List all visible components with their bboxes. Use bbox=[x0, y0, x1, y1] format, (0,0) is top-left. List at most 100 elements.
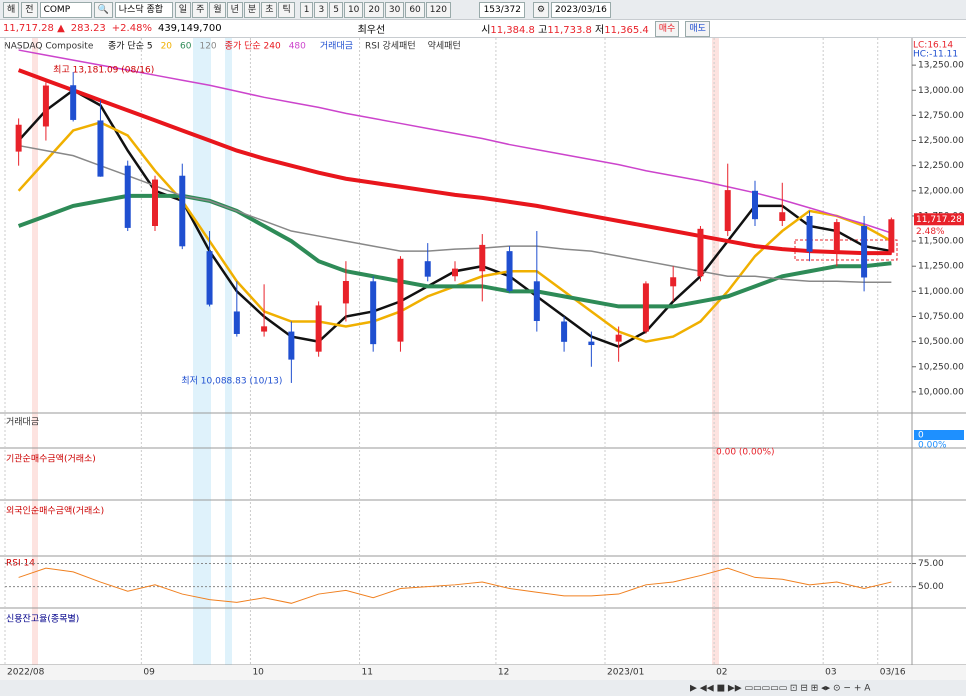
interval-button[interactable]: 10 bbox=[343, 1, 364, 18]
highlight bbox=[712, 38, 719, 665]
period-button[interactable]: 일 bbox=[174, 1, 192, 18]
high: 11,733.8 bbox=[547, 25, 592, 36]
candle-body bbox=[861, 226, 868, 278]
legend-title: NASDAQ Composite bbox=[4, 42, 94, 52]
market-button[interactable]: 해 bbox=[3, 1, 20, 18]
highlight bbox=[193, 38, 211, 665]
interval-button[interactable]: 30 bbox=[384, 1, 405, 18]
legend-entry: 60 bbox=[180, 42, 192, 52]
y-tick-label: 10,000.00 bbox=[918, 387, 964, 397]
arrow: ▲ bbox=[57, 23, 65, 34]
candle-body bbox=[15, 124, 22, 152]
x-tick-label: 2023/01 bbox=[607, 668, 644, 678]
period-button[interactable]: 월 bbox=[209, 1, 226, 18]
period-button[interactable]: 분 bbox=[243, 1, 261, 18]
y-tick-label: 10,750.00 bbox=[918, 312, 964, 322]
candle-body bbox=[233, 311, 240, 334]
pattern-box bbox=[794, 239, 898, 261]
ma-line bbox=[18, 144, 892, 284]
legend-entry: 480 bbox=[289, 42, 306, 52]
y-tick-label: 11,500.00 bbox=[918, 237, 964, 247]
tool-button[interactable]: ⚙ bbox=[532, 1, 550, 18]
high-label: 고 bbox=[538, 25, 548, 36]
low-annotation: 최저 10,088.83 (10/13) bbox=[181, 375, 282, 386]
value-box bbox=[914, 430, 964, 440]
candle-body bbox=[588, 341, 595, 346]
change: 283.23 bbox=[70, 23, 106, 34]
candle-body bbox=[206, 251, 213, 305]
candle-body bbox=[697, 228, 704, 277]
open: 11,384.8 bbox=[490, 25, 535, 36]
legend-entry: 약세패턴 bbox=[428, 40, 461, 52]
candle-body bbox=[533, 281, 540, 322]
candle-body bbox=[124, 165, 131, 228]
candle-body bbox=[479, 244, 486, 272]
panel-value: 0.00 (0.00%) bbox=[716, 448, 775, 458]
candle-body bbox=[752, 190, 758, 220]
panel-label: 외국인순매수금액(거래소) bbox=[6, 505, 104, 517]
legend-entry: 20 bbox=[161, 42, 173, 52]
y-tick-label: 11,250.00 bbox=[918, 262, 964, 272]
period-button[interactable]: 년 bbox=[226, 1, 243, 18]
scope-button[interactable]: 전 bbox=[21, 1, 38, 18]
y-tick-label: 10,250.00 bbox=[918, 362, 964, 372]
open-label: 시 bbox=[481, 25, 491, 36]
x-tick-label: 02 bbox=[716, 668, 727, 678]
candle-body bbox=[42, 85, 49, 127]
interval-button[interactable]: 20 bbox=[364, 1, 384, 18]
candle-body bbox=[779, 212, 786, 221]
period-button[interactable]: 주 bbox=[192, 1, 209, 18]
count-field: 153/372 bbox=[478, 1, 525, 18]
period-button[interactable]: 초 bbox=[261, 1, 278, 18]
info-bar: 11,717.28 ▲ 283.23 +2.48% 439,149,700 최우… bbox=[0, 20, 966, 38]
interval-button[interactable]: 3 bbox=[314, 1, 329, 18]
panel-label: 기관순매수금액(거래소) bbox=[6, 453, 96, 465]
interval-button[interactable]: 5 bbox=[329, 1, 343, 18]
legend-entry: 종가 단순 240 bbox=[225, 41, 281, 52]
interval-button[interactable]: 120 bbox=[425, 1, 451, 18]
search-button[interactable]: 🔍 bbox=[93, 1, 113, 18]
scroll-bar bbox=[0, 680, 966, 696]
sell-button[interactable]: 매도 bbox=[685, 20, 710, 37]
panel-label: 신용잔고율(종목별) bbox=[6, 614, 79, 625]
interval-button[interactable]: 1 bbox=[299, 1, 314, 18]
low: 11,365.4 bbox=[604, 25, 649, 36]
interval-group: 1 3 5 10 20 30 60 120 bbox=[299, 1, 451, 18]
candle-body bbox=[179, 175, 186, 247]
candle-body bbox=[261, 326, 268, 332]
ma-line bbox=[17, 193, 892, 309]
buy-button[interactable]: 매수 bbox=[654, 20, 680, 37]
interval-button[interactable]: 60 bbox=[405, 1, 425, 18]
change-label: 2.48% bbox=[916, 227, 945, 237]
legend: 종가 단순 5 20 60 120 종가 단순 240 480 거래대금 RSI 강세패턴 약세… bbox=[108, 40, 461, 52]
hc-label: HC:-11.11 bbox=[913, 50, 958, 60]
highlight bbox=[32, 38, 38, 665]
period-button[interactable]: 틱 bbox=[278, 1, 295, 18]
x-tick-label: 2022/08 bbox=[7, 668, 45, 678]
candle-body bbox=[888, 219, 895, 253]
candle-body bbox=[70, 85, 77, 120]
x-tick-label: 09 bbox=[143, 668, 155, 678]
low-label: 저 bbox=[595, 25, 605, 36]
x-tick-label: 12 bbox=[498, 668, 509, 678]
panel-value: 0.00% bbox=[918, 441, 947, 451]
code-input[interactable]: COMP bbox=[39, 1, 92, 18]
background bbox=[0, 38, 966, 696]
date-field[interactable]: 2023/03/16 bbox=[551, 1, 611, 18]
scroll-controls[interactable]: ▶ ◀◀ ■ ▶▶ ▭▭▭▭▭ ⊡ ⊟ ⊞ ◂▸ ⊙ − + A bbox=[690, 684, 871, 694]
candle-body bbox=[97, 120, 104, 177]
best-label: 최우선 bbox=[357, 25, 386, 36]
name-field[interactable]: 나스닥 종합 bbox=[114, 1, 173, 18]
candle-body bbox=[833, 222, 840, 252]
candle-body bbox=[370, 281, 377, 345]
x-axis bbox=[0, 665, 966, 680]
price: 11,717.28 ▲ bbox=[3, 23, 65, 34]
candle-body bbox=[315, 305, 322, 352]
legend-entry: RSI 강세패턴 bbox=[365, 41, 416, 52]
panel-label: 거래대금 bbox=[6, 417, 39, 428]
candle-body bbox=[424, 261, 431, 277]
panel-label: RSI 14 bbox=[6, 559, 35, 569]
legend-entry: 종가 단순 5 bbox=[108, 41, 153, 52]
candle-body bbox=[397, 258, 404, 342]
